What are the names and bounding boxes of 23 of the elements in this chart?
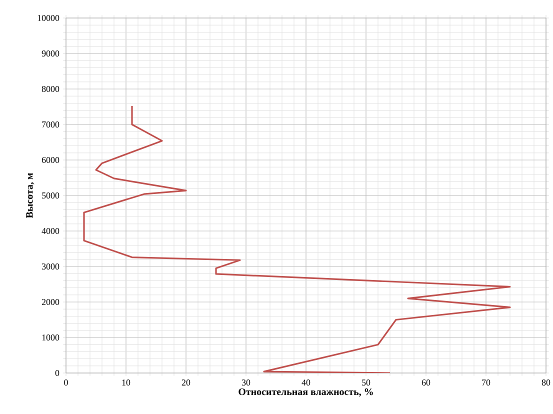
- y-tick-label: 10000: [38, 14, 60, 22]
- x-tick-label: 80: [542, 380, 550, 386]
- y-tick-label: 4000: [42, 228, 60, 234]
- y-tick-label: 0: [55, 370, 60, 376]
- x-tick-label: 30: [242, 380, 250, 386]
- x-tick-label: 70: [482, 380, 490, 386]
- x-tick-label: 10: [122, 380, 130, 386]
- x-tick-label: 0: [64, 380, 68, 386]
- y-tick-label: 3000: [42, 263, 60, 270]
- line-series: [83, 105, 511, 373]
- y-tick-label: 9000: [42, 50, 60, 57]
- y-axis-title: Высота, м: [26, 173, 34, 218]
- x-tick-label: 20: [182, 380, 190, 386]
- y-tick-label: 5000: [42, 192, 60, 199]
- x-axis-title: Относительная влажность, %: [238, 388, 373, 397]
- y-tick-label: 6000: [42, 156, 60, 164]
- x-tick-label: 60: [422, 380, 430, 386]
- y-tick-label: 1000: [42, 334, 60, 341]
- x-tick-label: 50: [362, 380, 370, 386]
- y-tick-label: 8000: [42, 86, 60, 92]
- x-tick-label: 40: [302, 380, 310, 386]
- y-tick-label: 7000: [42, 121, 60, 128]
- y-tick-label: 2000: [42, 298, 60, 306]
